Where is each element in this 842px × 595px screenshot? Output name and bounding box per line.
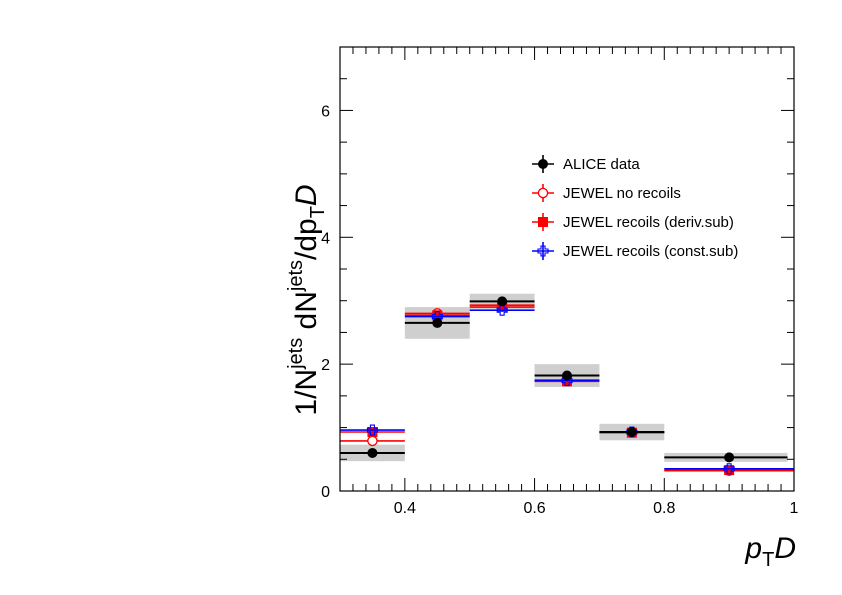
y-tick-label: 4	[321, 230, 330, 247]
y-tick-label: 2	[321, 357, 330, 374]
plot-frame	[339, 46, 795, 492]
point-6	[724, 452, 735, 463]
y-tick-label: 0	[321, 484, 330, 501]
point-2	[432, 317, 443, 328]
point-5	[626, 427, 637, 438]
series-layer	[340, 296, 794, 476]
point-1	[367, 435, 378, 447]
legend-entry-jewel-recoils-const-sub: JEWEL recoils (const.sub)	[532, 242, 738, 260]
y-axis-title-part3: /dp	[290, 218, 323, 260]
legend-marker	[537, 245, 549, 257]
x-axis-title: pTD	[744, 532, 796, 571]
point-1	[367, 427, 378, 438]
point-6	[724, 465, 735, 476]
legend-marker	[538, 217, 548, 227]
point-2	[432, 310, 443, 321]
point-3	[497, 302, 508, 313]
legend-label: JEWEL recoils (deriv.sub)	[563, 214, 734, 231]
x-tick-label: 0.8	[653, 500, 675, 517]
legend-label: JEWEL no recoils	[563, 185, 681, 202]
y-tick-label: 6	[321, 103, 330, 120]
point-1	[367, 447, 378, 458]
legend-entry-alice-data: ALICE data	[532, 155, 640, 173]
x-axis-title-main: p	[744, 532, 762, 565]
y-axis-title-part4: D	[290, 184, 323, 206]
point-3	[496, 304, 508, 316]
axis-ticks	[339, 46, 795, 492]
x-tick-label: 0.4	[394, 500, 416, 517]
y-axis-title-part1: 1/N	[290, 369, 323, 416]
series-alice-data	[340, 296, 788, 463]
x-axis-title-tail: D	[774, 532, 796, 565]
y-axis-title-part2: dN	[290, 291, 323, 338]
y-axis-title-sup2: jets	[285, 260, 307, 292]
legend: ALICE data JEWEL no recoils JEWEL recoils …	[532, 155, 738, 260]
point-3	[497, 296, 508, 307]
x-axis-title-sub: T	[762, 549, 774, 571]
legend-entry-jewel-recoils-deriv-sub: JEWEL recoils (deriv.sub)	[532, 213, 734, 231]
legend-entry-jewel-no-recoils: JEWEL no recoils	[532, 184, 681, 202]
tick-labels: 0.4 0.6 0.8 1 0 2 4 6	[321, 103, 798, 517]
x-tick-label: 0.6	[523, 500, 545, 517]
point-6	[723, 463, 735, 475]
y-axis-title-sup1: jets	[285, 338, 307, 370]
legend-marker	[538, 159, 548, 169]
point-1	[366, 424, 378, 436]
y-axis-title: 1/Njets dNjets/dpTD	[285, 184, 329, 415]
legend-label: JEWEL recoils (const.sub)	[563, 243, 738, 260]
y-axis-title-sub3: T	[307, 206, 329, 218]
legend-marker	[537, 187, 549, 199]
legend-label: ALICE data	[563, 156, 640, 173]
point-4	[562, 370, 572, 381]
x-tick-label: 1	[790, 500, 799, 517]
